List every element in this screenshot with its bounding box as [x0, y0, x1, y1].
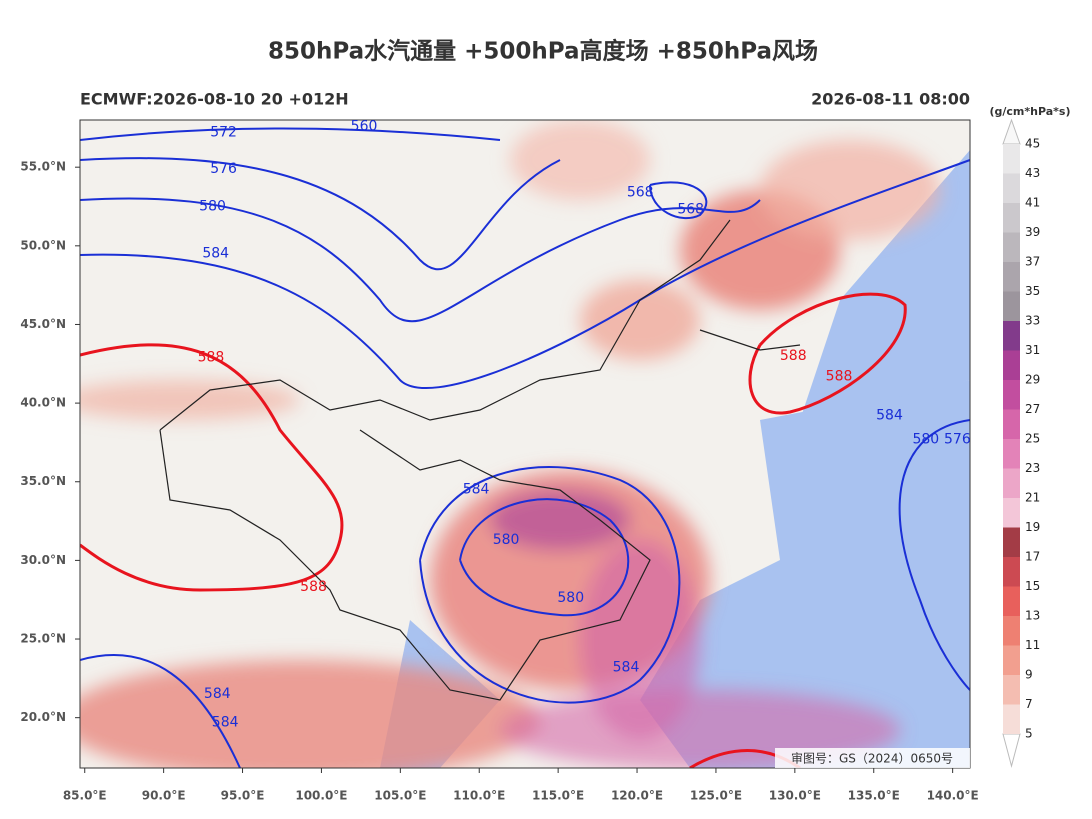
- colorbar-swatch: [1003, 616, 1020, 646]
- colorbar-end: [1002, 118, 1021, 145]
- colorbar-swatch: [1003, 439, 1020, 469]
- contour-label: 588: [198, 349, 225, 365]
- colorbar-label: 27: [1025, 402, 1040, 416]
- colorbar-label: 43: [1025, 166, 1040, 180]
- sea: [800, 150, 970, 420]
- x-tick-label: 85.0°E: [63, 789, 107, 803]
- unit-label: (g/cm*hPa*s): [989, 105, 1070, 118]
- sea: [640, 380, 970, 768]
- colorbar-swatch: [1003, 232, 1020, 262]
- contour-label: 588: [300, 579, 327, 595]
- contour-label: 584: [212, 714, 239, 730]
- colorbar-swatch: [1003, 704, 1020, 734]
- colorbar-end: [1002, 733, 1021, 768]
- colorbar-swatch: [1003, 527, 1020, 557]
- contour-label: 584: [204, 686, 231, 702]
- y-tick-label: 30.0°N: [20, 553, 66, 567]
- y-tick-label: 20.0°N: [20, 710, 66, 724]
- x-tick-label: 120.0°E: [611, 789, 663, 803]
- x-tick-label: 140.0°E: [927, 789, 979, 803]
- colorbar-swatch: [1003, 675, 1020, 705]
- x-tick-label: 95.0°E: [221, 789, 265, 803]
- contour-label: 580: [199, 199, 226, 215]
- colorbar-swatch: [1003, 291, 1020, 321]
- y-tick-label: 50.0°N: [20, 238, 66, 252]
- stamp-bg: [775, 748, 970, 768]
- colorbar-swatch: [1003, 144, 1020, 174]
- colorbar-swatch: [1003, 350, 1020, 380]
- colorbar-swatch: [1003, 557, 1020, 587]
- contour-label: 580: [493, 532, 520, 548]
- colorbar-label: 41: [1025, 196, 1040, 210]
- colorbar-label: 7: [1025, 697, 1033, 711]
- x-tick-label: 125.0°E: [690, 789, 742, 803]
- y-tick-label: 45.0°N: [20, 317, 66, 331]
- colorbar-label: 5: [1025, 727, 1033, 741]
- colorbar-label: 13: [1025, 609, 1040, 623]
- colorbar-swatch: [1003, 173, 1020, 203]
- colorbar-label: 39: [1025, 225, 1040, 239]
- x-tick-label: 105.0°E: [374, 789, 426, 803]
- colorbar-label: 35: [1025, 284, 1040, 298]
- colorbar-label: 45: [1025, 137, 1040, 151]
- colorbar-swatch: [1003, 586, 1020, 616]
- colorbar-label: 23: [1025, 461, 1040, 475]
- contour-label: 588: [826, 368, 853, 384]
- y-tick-label: 55.0°N: [20, 160, 66, 174]
- y-tick-label: 25.0°N: [20, 632, 66, 646]
- colorbar-swatch: [1003, 468, 1020, 498]
- colorbar-label: 15: [1025, 579, 1040, 593]
- contour-label: 576: [210, 161, 237, 177]
- colorbar-swatch: [1003, 498, 1020, 528]
- contour-label: 576: [944, 431, 971, 447]
- contour-label: 568: [627, 184, 654, 200]
- map-frame: [79, 119, 971, 769]
- contour-label: 584: [463, 482, 490, 498]
- borders: [159, 219, 801, 701]
- colorbar-swatch: [1003, 262, 1020, 292]
- x-tick-label: 115.0°E: [532, 789, 584, 803]
- x-tick-label: 110.0°E: [453, 789, 505, 803]
- contour-label: 584: [876, 408, 903, 424]
- contour-label: 580: [557, 590, 584, 606]
- x-tick-label: 135.0°E: [848, 789, 900, 803]
- colorbar-label: 9: [1025, 668, 1033, 682]
- x-tick-label: 130.0°E: [769, 789, 821, 803]
- colorbar-label: 11: [1025, 638, 1040, 652]
- colorbar-label: 29: [1025, 373, 1040, 387]
- colorbar-label: 37: [1025, 255, 1040, 269]
- colorbar-swatch: [1003, 409, 1020, 439]
- colorbar-label: 17: [1025, 550, 1040, 564]
- contour-label: 572: [210, 125, 237, 141]
- colorbar-label: 25: [1025, 432, 1040, 446]
- contour-label: 580: [912, 431, 939, 447]
- approval-stamp: 审图号：GS（2024）0650号: [791, 751, 953, 766]
- x-tick-label: 90.0°E: [142, 789, 186, 803]
- contour-label: 584: [613, 659, 640, 675]
- x-tick-label: 100.0°E: [295, 789, 347, 803]
- contour-label: 588: [780, 348, 807, 364]
- valid-time: 2026-08-11 08:00: [811, 90, 970, 109]
- y-tick-label: 35.0°N: [20, 474, 66, 488]
- colorbar-swatch: [1003, 321, 1020, 351]
- contour-label: 560: [351, 118, 378, 134]
- colorbar-swatch: [1003, 203, 1020, 233]
- contour-label: 584: [202, 246, 229, 262]
- colorbar: 5 7 9 11 13 15 17 19 21 23 25 27 29 31 33 35 37 39 41 43 45: [1002, 118, 1040, 768]
- run-label: ECMWF:2026-08-10 20 +012H: [80, 90, 349, 109]
- colorbar-label: 21: [1025, 491, 1040, 505]
- colorbar-swatch: [1003, 645, 1020, 675]
- title: 850hPa水汽通量 +500hPa高度场 +850hPa风场: [268, 38, 818, 65]
- colorbar-label: 19: [1025, 520, 1040, 534]
- map-area: [80, 120, 970, 768]
- colorbar-label: 33: [1025, 314, 1040, 328]
- height-contours: [80, 127, 970, 768]
- colorbar-label: 31: [1025, 343, 1040, 357]
- colorbar-swatch: [1003, 380, 1020, 410]
- y-tick-label: 40.0°N: [20, 396, 66, 410]
- contour-label: 568: [677, 202, 704, 218]
